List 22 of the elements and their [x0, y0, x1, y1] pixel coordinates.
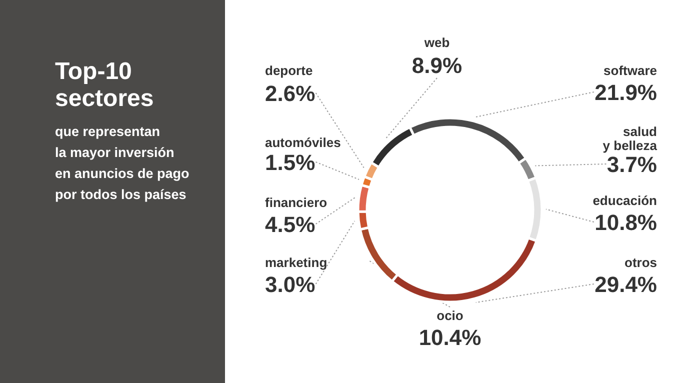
data-label: 29.4%: [594, 272, 657, 297]
data-label: 8.9%: [412, 53, 462, 78]
slice-label: financiero: [265, 195, 328, 210]
data-label: 3.0%: [265, 272, 316, 297]
text: Top-10 sectores: [55, 58, 154, 112]
data-label: 10.4%: [418, 325, 482, 350]
slice-label: automóviles: [265, 135, 341, 150]
slice-label: deporte: [265, 63, 313, 78]
data-label: 10.8%: [594, 210, 657, 235]
data-label: 21.9%: [594, 80, 657, 105]
slice-label: marketing: [265, 255, 328, 270]
slice-label: web: [423, 35, 450, 50]
data-label: 2.6%: [265, 81, 316, 106]
slice-label: educación: [592, 193, 658, 208]
text: que representan la mayor inversión en anuncios de pago por todos los países: [55, 124, 190, 202]
data-label: 3.7%: [606, 152, 657, 177]
slice-label: otros: [624, 255, 657, 270]
data-label: 4.5%: [265, 212, 316, 237]
data-label: 1.5%: [265, 150, 316, 175]
slice-label: software: [604, 63, 657, 78]
slice-label: ocio: [436, 308, 464, 323]
slice-label: salud y belleza: [602, 124, 658, 153]
